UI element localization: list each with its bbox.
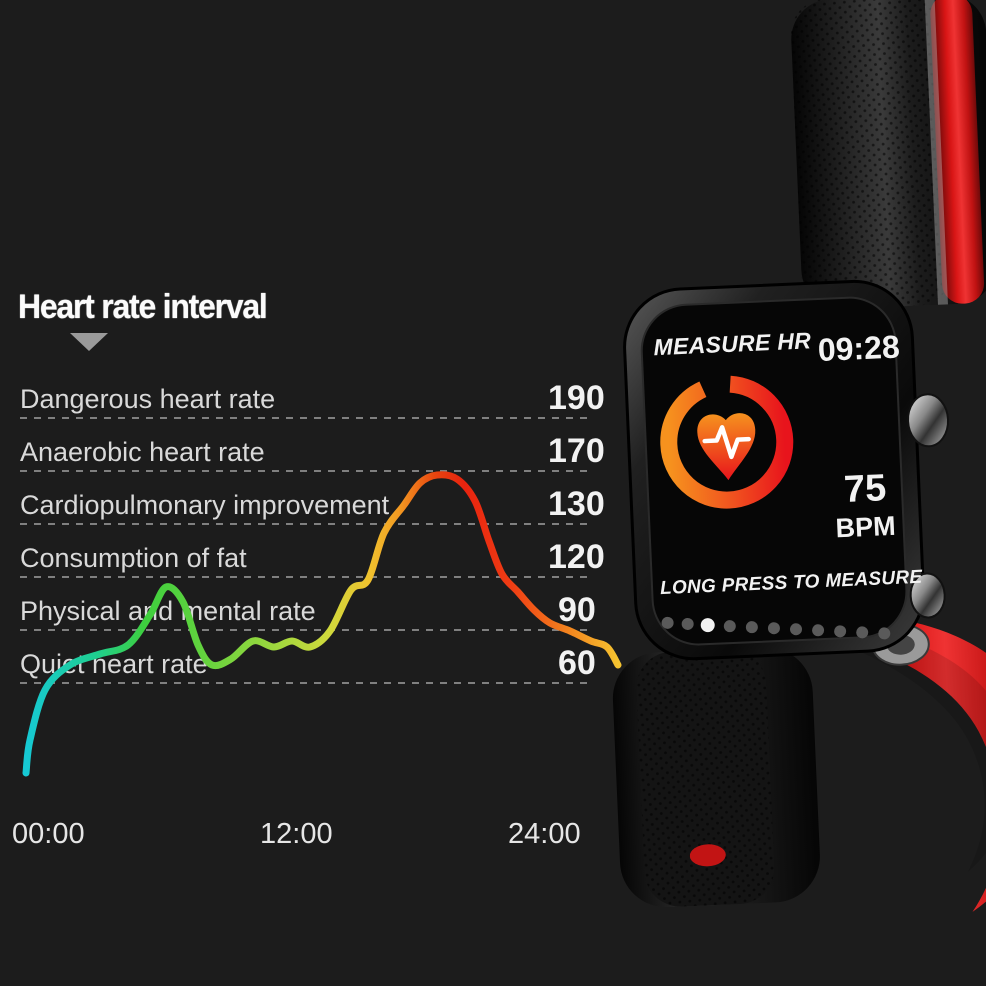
svg-text:09:28: 09:28 <box>817 328 900 368</box>
svg-text:BPM: BPM <box>835 511 896 544</box>
svg-text:75: 75 <box>843 467 887 511</box>
